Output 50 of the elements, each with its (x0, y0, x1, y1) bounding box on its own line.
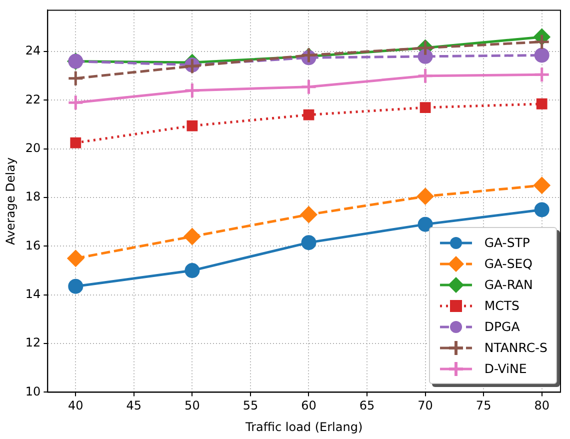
x-tick-label: 60 (301, 398, 316, 413)
y-tick-label: 22 (25, 92, 41, 106)
y-tick-label: 14 (25, 287, 41, 301)
y-tick-label: 12 (25, 336, 41, 350)
y-tick-label: 24 (25, 44, 41, 58)
point (533, 176, 550, 194)
y-axis-title: Average Delay (3, 157, 18, 245)
point (534, 202, 550, 218)
legend-label: GA-RAN (484, 277, 533, 292)
point (70, 137, 82, 148)
point (417, 68, 434, 84)
point (184, 228, 201, 245)
y-tick-label: 16 (25, 238, 41, 252)
point (418, 48, 433, 64)
x-tick-label: 45 (126, 398, 142, 413)
point (184, 82, 200, 99)
y-tick-label: 20 (25, 141, 41, 156)
legend-label: D-ViNE (484, 361, 527, 376)
point (420, 102, 431, 113)
legend-label: NTANRC-S (484, 340, 548, 356)
legend-label: GA-SEQ (484, 256, 532, 272)
point (534, 48, 550, 63)
point (67, 250, 84, 267)
x-tick-label: 65 (359, 398, 375, 413)
x-tick-label: 40 (68, 398, 84, 413)
point (536, 98, 548, 110)
legend-label: GA-STP (484, 235, 530, 250)
x-tick-label: 80 (534, 398, 550, 413)
x-tick-label: 75 (476, 398, 492, 413)
point (534, 66, 550, 83)
point (300, 78, 317, 96)
point (68, 278, 84, 294)
point (301, 235, 316, 250)
point (534, 34, 550, 50)
point (416, 188, 434, 205)
x-axis-title: Traffic load (Erlang) (244, 420, 363, 434)
point (300, 206, 318, 224)
x-tick-label: 50 (184, 398, 200, 413)
legend-label: DPGA (484, 319, 520, 334)
point (67, 94, 84, 111)
point (67, 70, 84, 87)
x-tick-label: 55 (242, 398, 258, 413)
point (418, 216, 433, 232)
point (303, 109, 314, 120)
legend-label: MCTS (484, 298, 520, 314)
y-tick-label: 10 (25, 384, 41, 398)
x-tick-label: 70 (418, 398, 433, 413)
point (184, 263, 200, 278)
point (186, 120, 198, 132)
y-tick-label: 18 (25, 190, 41, 204)
